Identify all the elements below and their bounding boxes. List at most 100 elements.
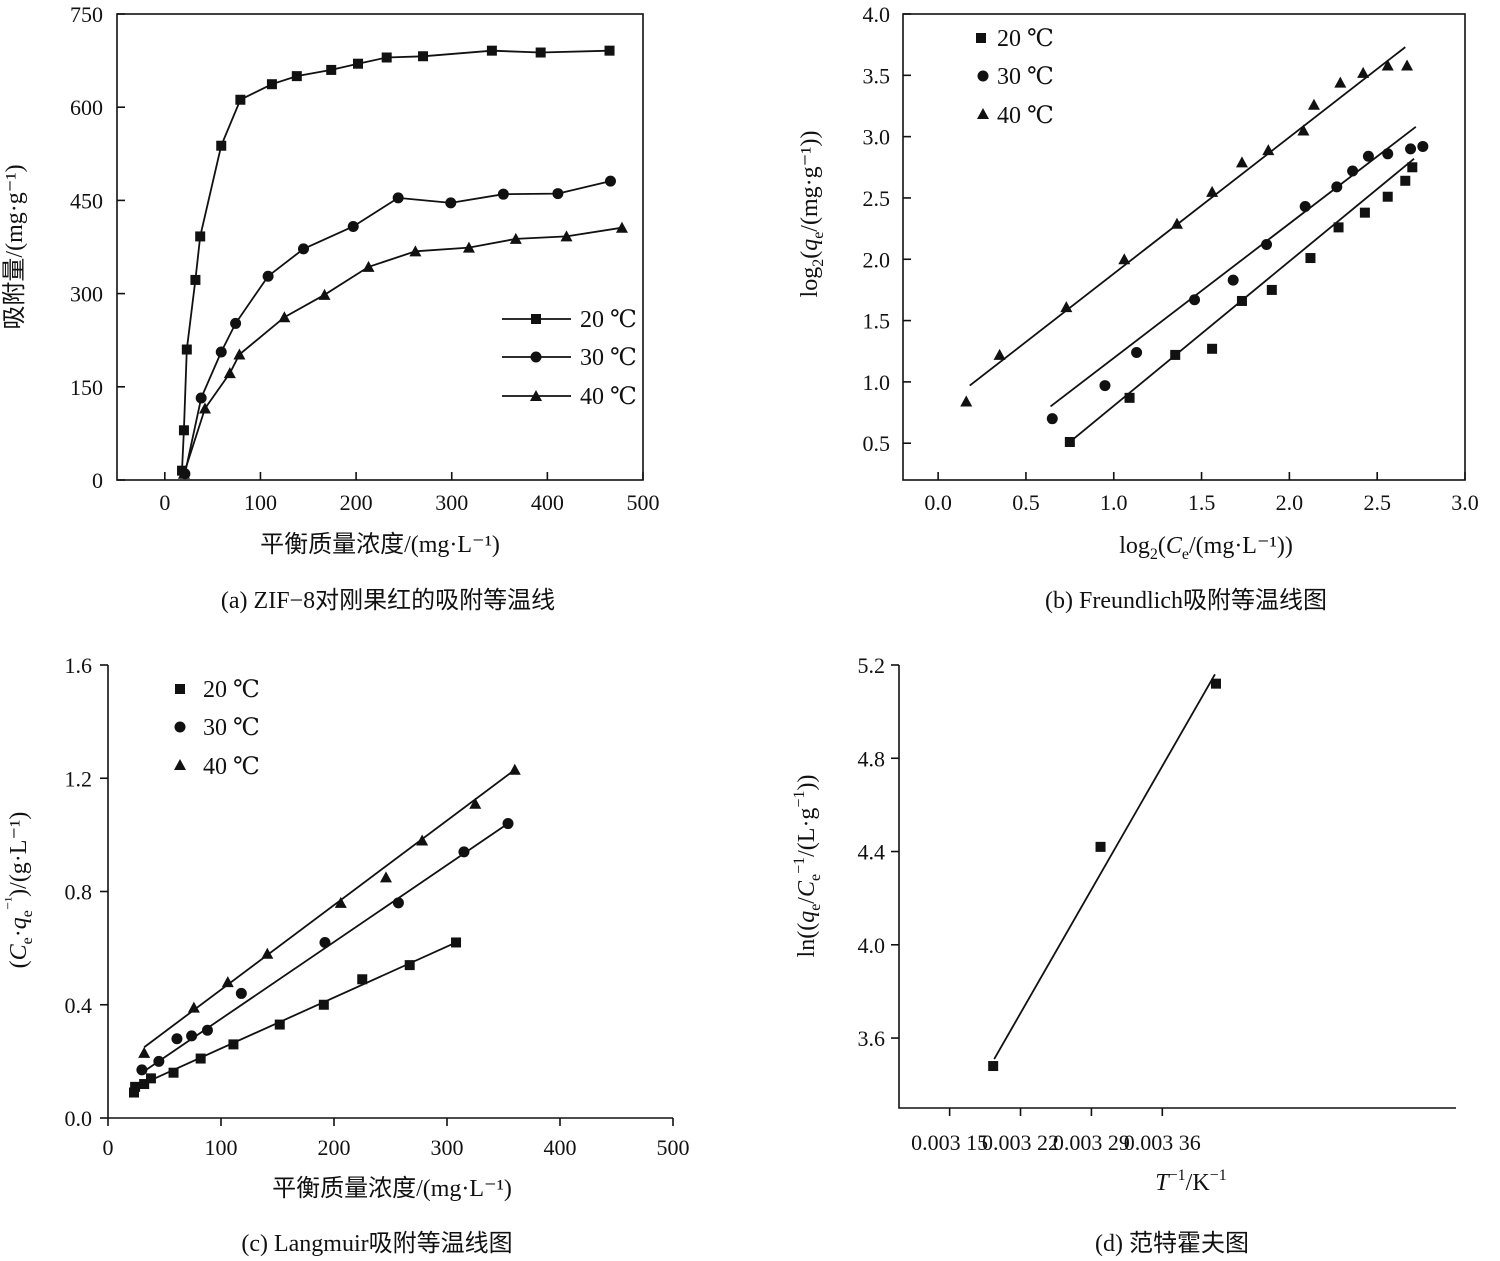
panel-a-point-s0-15	[604, 45, 615, 56]
panel-d-point-s0-0	[988, 1061, 999, 1072]
panel-c-caption: (c) Langmuir吸附等温线图	[241, 1230, 512, 1257]
panel-c-point-s0-5	[195, 1053, 206, 1064]
panel-a-point-s0-4	[195, 231, 206, 242]
panel-b-x-tick-label: 2.0	[1276, 490, 1304, 515]
panel-a-point-s2-5	[318, 288, 331, 300]
legend-a-marker-30	[530, 351, 542, 363]
panel-d-caption: (d) 范特霍夫图	[1095, 1230, 1249, 1257]
panel-a-point-s0-12	[418, 51, 429, 62]
panel-c-point-s2-5	[379, 871, 392, 883]
panel-a-y-tick-label: 150	[70, 375, 103, 400]
panel-a-x-tick-label: 300	[435, 490, 468, 515]
panel-c-point-s2-4	[334, 896, 347, 908]
panel-a-point-s1-3	[230, 317, 242, 329]
panel-b-point-s2-11	[1357, 66, 1370, 78]
panel-c-point-s2-8	[508, 763, 521, 775]
panel-b-ticks: 0.0 0.5 1.0 1.5 2.0 2.5 3.0 0.5 1.0 1.5 2.0 2.5 3.0 3…	[863, 2, 1479, 515]
panel-a-point-s0-10	[353, 58, 364, 69]
panel-c-point-s0-11	[451, 937, 462, 948]
legend-c-marker-30	[174, 721, 186, 733]
panel-d-x-tick-label: 0.003 36	[1124, 1130, 1201, 1155]
panel-b-point-s2-7	[1262, 144, 1275, 156]
panel-c-point-s0-9	[357, 974, 368, 985]
panel-a-point-s2-7	[409, 245, 422, 257]
panel-b-point-s1-0	[1046, 413, 1058, 425]
panel-a-point-s1-4	[262, 270, 274, 282]
panel-a-point-s2-1	[198, 402, 211, 414]
panel-b-point-s1-4	[1227, 274, 1239, 286]
panel-b-point-s0-6	[1305, 253, 1316, 264]
panel-b-legend: 20 ℃ 30 ℃ 40 ℃	[976, 26, 1054, 129]
panel-a-point-s1-10	[552, 188, 564, 200]
panel-c-point-s0-8	[318, 999, 329, 1010]
panel-c-point-s2-7	[469, 797, 482, 809]
legend-a-marker-20	[531, 314, 541, 324]
panel-c-point-s0-2	[139, 1079, 150, 1090]
panel-b-y-tick-label: 3.0	[863, 125, 891, 150]
panel-b-point-s1-10	[1382, 148, 1394, 160]
panel-a-y-tick-label: 0	[92, 468, 103, 493]
panel-d-point-s0-1	[1095, 841, 1106, 852]
panel-b-marks	[960, 46, 1429, 447]
panel-a-marks	[177, 45, 628, 480]
panel-b-y-tick-label: 2.0	[863, 247, 891, 272]
panel-a-y-tick-label: 300	[70, 282, 103, 307]
panel-b-point-s2-12	[1381, 59, 1394, 71]
panel-a-series-line-1	[184, 180, 611, 474]
panel-a-point-s0-11	[381, 52, 392, 63]
panel-a-point-s0-14	[535, 47, 546, 58]
panel-a-caption: (a) ZIF−8对刚果红的吸附等温线	[221, 587, 555, 614]
legend-c-marker-20	[175, 684, 185, 694]
panel-b-point-s0-10	[1400, 175, 1411, 186]
panel-a-plot-frame	[116, 13, 644, 481]
panel-c-x-tick-label: 0	[103, 1135, 114, 1160]
panel-c-point-s2-0	[138, 1046, 151, 1058]
panel-c-y-tick-label: 0.8	[65, 880, 93, 905]
panel-c-point-s1-5	[235, 987, 247, 999]
panel-a-point-s2-6	[362, 260, 375, 272]
panel-b: 0.0 0.5 1.0 1.5 2.0 2.5 3.0 0.5 1.0 1.5 2.0 2.5 3.0 3…	[797, 2, 1479, 614]
panel-d-fit-line-0	[993, 673, 1216, 1060]
legend-a-marker-40	[530, 390, 542, 401]
panel-d-y-tick-label: 5.2	[858, 653, 886, 678]
panel-b-x-tick-label: 3.0	[1451, 490, 1479, 515]
panel-d-x-axis-label: T−1/K−1	[1155, 1167, 1226, 1196]
panel-c-point-s1-3	[186, 1030, 198, 1042]
panel-b-point-s2-2	[1060, 301, 1073, 313]
panel-a-point-s0-7	[266, 79, 277, 90]
panel-a-point-s0-13	[486, 45, 497, 56]
panel-c-fit-line-0	[132, 941, 457, 1090]
panel-d-y-tick-label: 4.0	[858, 933, 886, 958]
panel-a-x-tick-label: 200	[340, 490, 373, 515]
panel-c-y-tick-label: 1.2	[65, 766, 93, 791]
panel-b-x-tick-label: 0.5	[1012, 490, 1040, 515]
panel-b-fit-line-2	[969, 46, 1406, 387]
panel-c-fit-line-2	[143, 769, 516, 1048]
panel-b-point-s2-10	[1334, 76, 1347, 88]
panel-b-x-tick-label: 0.0	[924, 490, 952, 515]
panel-c-point-s0-3	[145, 1073, 156, 1084]
panel-b-x-tick-label: 2.5	[1363, 490, 1391, 515]
legend-c-label-40: 40 ℃	[203, 754, 260, 780]
panel-c-ticks: 0 100 200 300 400 500 0.0 0.4 0.8 1.2 1.6	[65, 653, 690, 1160]
panel-b-point-s0-7	[1333, 222, 1344, 233]
panel-a-point-s0-9	[326, 64, 337, 75]
panel-c-point-s1-1	[153, 1055, 165, 1067]
panel-b-point-s1-1	[1099, 380, 1111, 392]
panel-a-point-s2-11	[615, 221, 628, 233]
panel-c-x-tick-label: 300	[431, 1135, 464, 1160]
panel-c-point-s2-2	[221, 976, 234, 988]
panel-a-point-s2-10	[560, 230, 573, 242]
panel-a-point-s0-2	[181, 344, 192, 355]
panel-c-point-s0-7	[274, 1019, 285, 1030]
panel-b-x-axis-label: log2(Ce/(mg·L⁻¹))	[1119, 533, 1293, 563]
panel-b-point-s1-6	[1299, 201, 1311, 213]
panel-d-x-tick-label: 0.003 29	[1053, 1130, 1130, 1155]
panel-a-x-tick-label: 0	[159, 490, 170, 515]
panel-c-y-tick-label: 0.4	[65, 993, 93, 1018]
panel-d-x-tick-label: 0.003 15	[911, 1130, 988, 1155]
legend-c-label-20: 20 ℃	[203, 677, 260, 703]
panel-c-y-tick-label: 1.6	[65, 653, 93, 678]
panel-b-point-s2-4	[1170, 217, 1183, 229]
